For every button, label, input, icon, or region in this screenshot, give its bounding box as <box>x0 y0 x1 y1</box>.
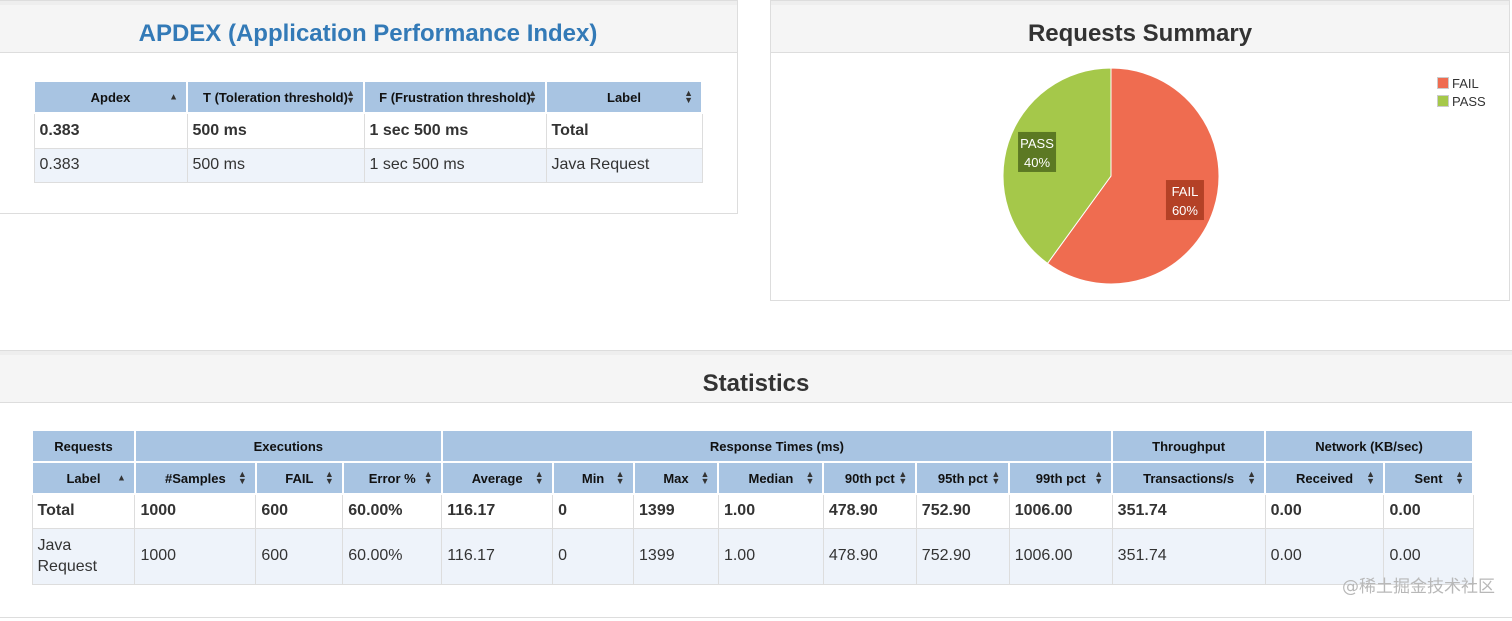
legend-item-fail[interactable]: FAIL <box>1437 74 1486 92</box>
pie-chart: FAIL 60% PASS 40% <box>1002 67 1220 285</box>
statistics-panel: Statistics Requests Executions Response … <box>0 350 1512 618</box>
stats-cell: 0.00 <box>1383 493 1474 529</box>
pie-label-bg-fail <box>1165 180 1204 221</box>
stats-cell: 60.00% <box>342 527 443 585</box>
stats-cell: 351.74 <box>1111 527 1266 585</box>
stats-cell: 116.17 <box>441 527 554 585</box>
stats-cell: 600 <box>255 527 344 585</box>
legend-item-pass[interactable]: PASS <box>1437 92 1486 110</box>
apdex-col-f[interactable]: F (Frustration threshold) ▲ ▼ <box>363 80 547 114</box>
apdex-row: 0.383 500 ms 1 sec 500 ms Java Request <box>33 147 703 183</box>
sort-icon: ▲ ▼ <box>1366 469 1375 486</box>
pie-slice-pass[interactable] <box>1002 67 1112 265</box>
sort-icon: ▲ ▼ <box>346 88 355 105</box>
sort-icon: ▲ ▼ <box>324 469 334 486</box>
stats-cell: 478.90 <box>822 527 917 585</box>
sort-icon: ▲ ▼ <box>1247 469 1257 486</box>
sort-asc-icon: ▲ <box>117 472 126 483</box>
stats-row-total: Total 1000 600 60.00% 116.17 0 1399 1.00 478.90 7… <box>31 493 1474 529</box>
stats-col-average[interactable]: Average ▲ ▼ <box>440 461 554 495</box>
pie-label-fail-pct: 60% <box>1172 203 1198 218</box>
stats-col-transactions-s[interactable]: Transactions/s ▲ ▼ <box>1111 461 1267 495</box>
pie-label-pass-name: PASS <box>1020 136 1054 151</box>
sort-icon: ▲ ▼ <box>237 469 247 486</box>
stats-cell: 1.00 <box>717 527 824 585</box>
pie-label-bg-pass <box>1018 131 1057 172</box>
apdex-table: Apdex ▲ T (Toleration threshold) ▲ ▼ F (Fru… <box>33 80 703 183</box>
stats-col-received[interactable]: Received ▲ ▼ <box>1264 461 1385 495</box>
apdex-panel: APDEX (Application Performance Index) Ap… <box>0 0 738 214</box>
requests-summary-title: Requests Summary <box>771 1 1509 53</box>
stats-col-95th-pct[interactable]: 95th pct ▲ ▼ <box>915 461 1011 495</box>
sort-asc-icon: ▲ <box>169 91 178 102</box>
group-network: Network (KB/sec) <box>1264 429 1474 463</box>
legend-swatch-fail <box>1437 77 1449 89</box>
stats-cell: 1006.00 <box>1008 527 1113 585</box>
sort-icon: ▲ ▼ <box>700 469 710 486</box>
stats-cell: 478.90 <box>822 493 917 529</box>
stats-cell: 1399 <box>633 493 719 529</box>
group-throughput: Throughput <box>1111 429 1267 463</box>
apdex-col-t[interactable]: T (Toleration threshold) ▲ ▼ <box>186 80 365 114</box>
sort-icon: ▲ ▼ <box>615 469 625 486</box>
stats-cell: 0.00 <box>1383 527 1474 585</box>
stats-cell: 0.00 <box>1264 527 1385 585</box>
stats-row: Java Request 1000 600 60.00% 116.17 0 1399 1.00… <box>31 527 1474 585</box>
sort-icon: ▲ ▼ <box>991 469 1001 486</box>
legend-swatch-pass <box>1437 95 1449 107</box>
apdex-col-label[interactable]: Label ▲ ▼ <box>545 80 703 114</box>
stats-col-samples[interactable]: #Samples ▲ ▼ <box>133 461 257 495</box>
stats-col-error[interactable]: Error % ▲ ▼ <box>341 461 443 495</box>
stats-col-fail[interactable]: FAIL ▲ ▼ <box>254 461 344 495</box>
stats-cell: 0 <box>552 527 635 585</box>
requests-summary-panel: Requests Summary FAIL 60% PASS 40% FAIL PAS… <box>770 0 1510 301</box>
stats-col-max[interactable]: Max ▲ ▼ <box>632 461 720 495</box>
sort-icon: ▲ ▼ <box>528 88 537 105</box>
watermark: @稀土掘金技术社区 <box>1342 577 1495 597</box>
stats-cell: 1.00 <box>717 493 824 529</box>
stats-col-label[interactable]: Label ▲ <box>31 461 136 495</box>
stats-cell: Total <box>31 493 136 529</box>
chart-legend: FAIL PASS <box>1437 74 1486 110</box>
sort-icon: ▲ ▼ <box>534 469 544 486</box>
stats-cell: 0 <box>552 493 635 529</box>
statistics-title: Statistics <box>0 351 1512 403</box>
stats-col-sent[interactable]: Sent ▲ ▼ <box>1382 461 1475 495</box>
stats-cell: 0.00 <box>1264 493 1385 529</box>
apdex-row-total: 0.383 500 ms 1 sec 500 ms Total <box>33 112 703 149</box>
stats-cell: 600 <box>255 493 344 529</box>
stats-cell: 1006.00 <box>1008 493 1113 529</box>
stats-cell: 116.17 <box>441 493 554 529</box>
statistics-table: Requests Executions Response Times (ms) … <box>31 429 1475 585</box>
pie-label-pass-pct: 40% <box>1024 155 1050 170</box>
apdex-col-apdex[interactable]: Apdex ▲ <box>33 80 188 114</box>
group-response-times: Response Times (ms) <box>440 429 1114 463</box>
stats-cell: 1000 <box>134 493 257 529</box>
stats-cell: 752.90 <box>915 527 1010 585</box>
sort-icon: ▲ ▼ <box>684 88 693 105</box>
group-executions: Executions <box>133 429 443 463</box>
stats-cell: 1399 <box>633 527 719 585</box>
stats-cell: 60.00% <box>342 493 443 529</box>
group-requests: Requests <box>31 429 136 463</box>
pie-label-fail-name: FAIL <box>1172 184 1199 199</box>
stats-cell: 351.74 <box>1111 493 1266 529</box>
sort-icon: ▲ ▼ <box>1094 469 1104 486</box>
apdex-title: APDEX (Application Performance Index) <box>0 1 737 53</box>
sort-icon: ▲ ▼ <box>1455 469 1464 486</box>
stats-col-99th-pct[interactable]: 99th pct ▲ ▼ <box>1008 461 1114 495</box>
stats-col-median[interactable]: Median ▲ ▼ <box>717 461 825 495</box>
stats-cell: 1000 <box>134 527 257 585</box>
stats-col-min[interactable]: Min ▲ ▼ <box>551 461 635 495</box>
stats-cell: Java Request <box>31 527 136 585</box>
sort-icon: ▲ ▼ <box>423 469 433 486</box>
sort-icon: ▲ ▼ <box>898 469 908 486</box>
sort-icon: ▲ ▼ <box>805 469 815 486</box>
pie-slice-fail[interactable] <box>1046 67 1220 285</box>
stats-col-90th-pct[interactable]: 90th pct ▲ ▼ <box>822 461 918 495</box>
stats-cell: 752.90 <box>915 493 1010 529</box>
